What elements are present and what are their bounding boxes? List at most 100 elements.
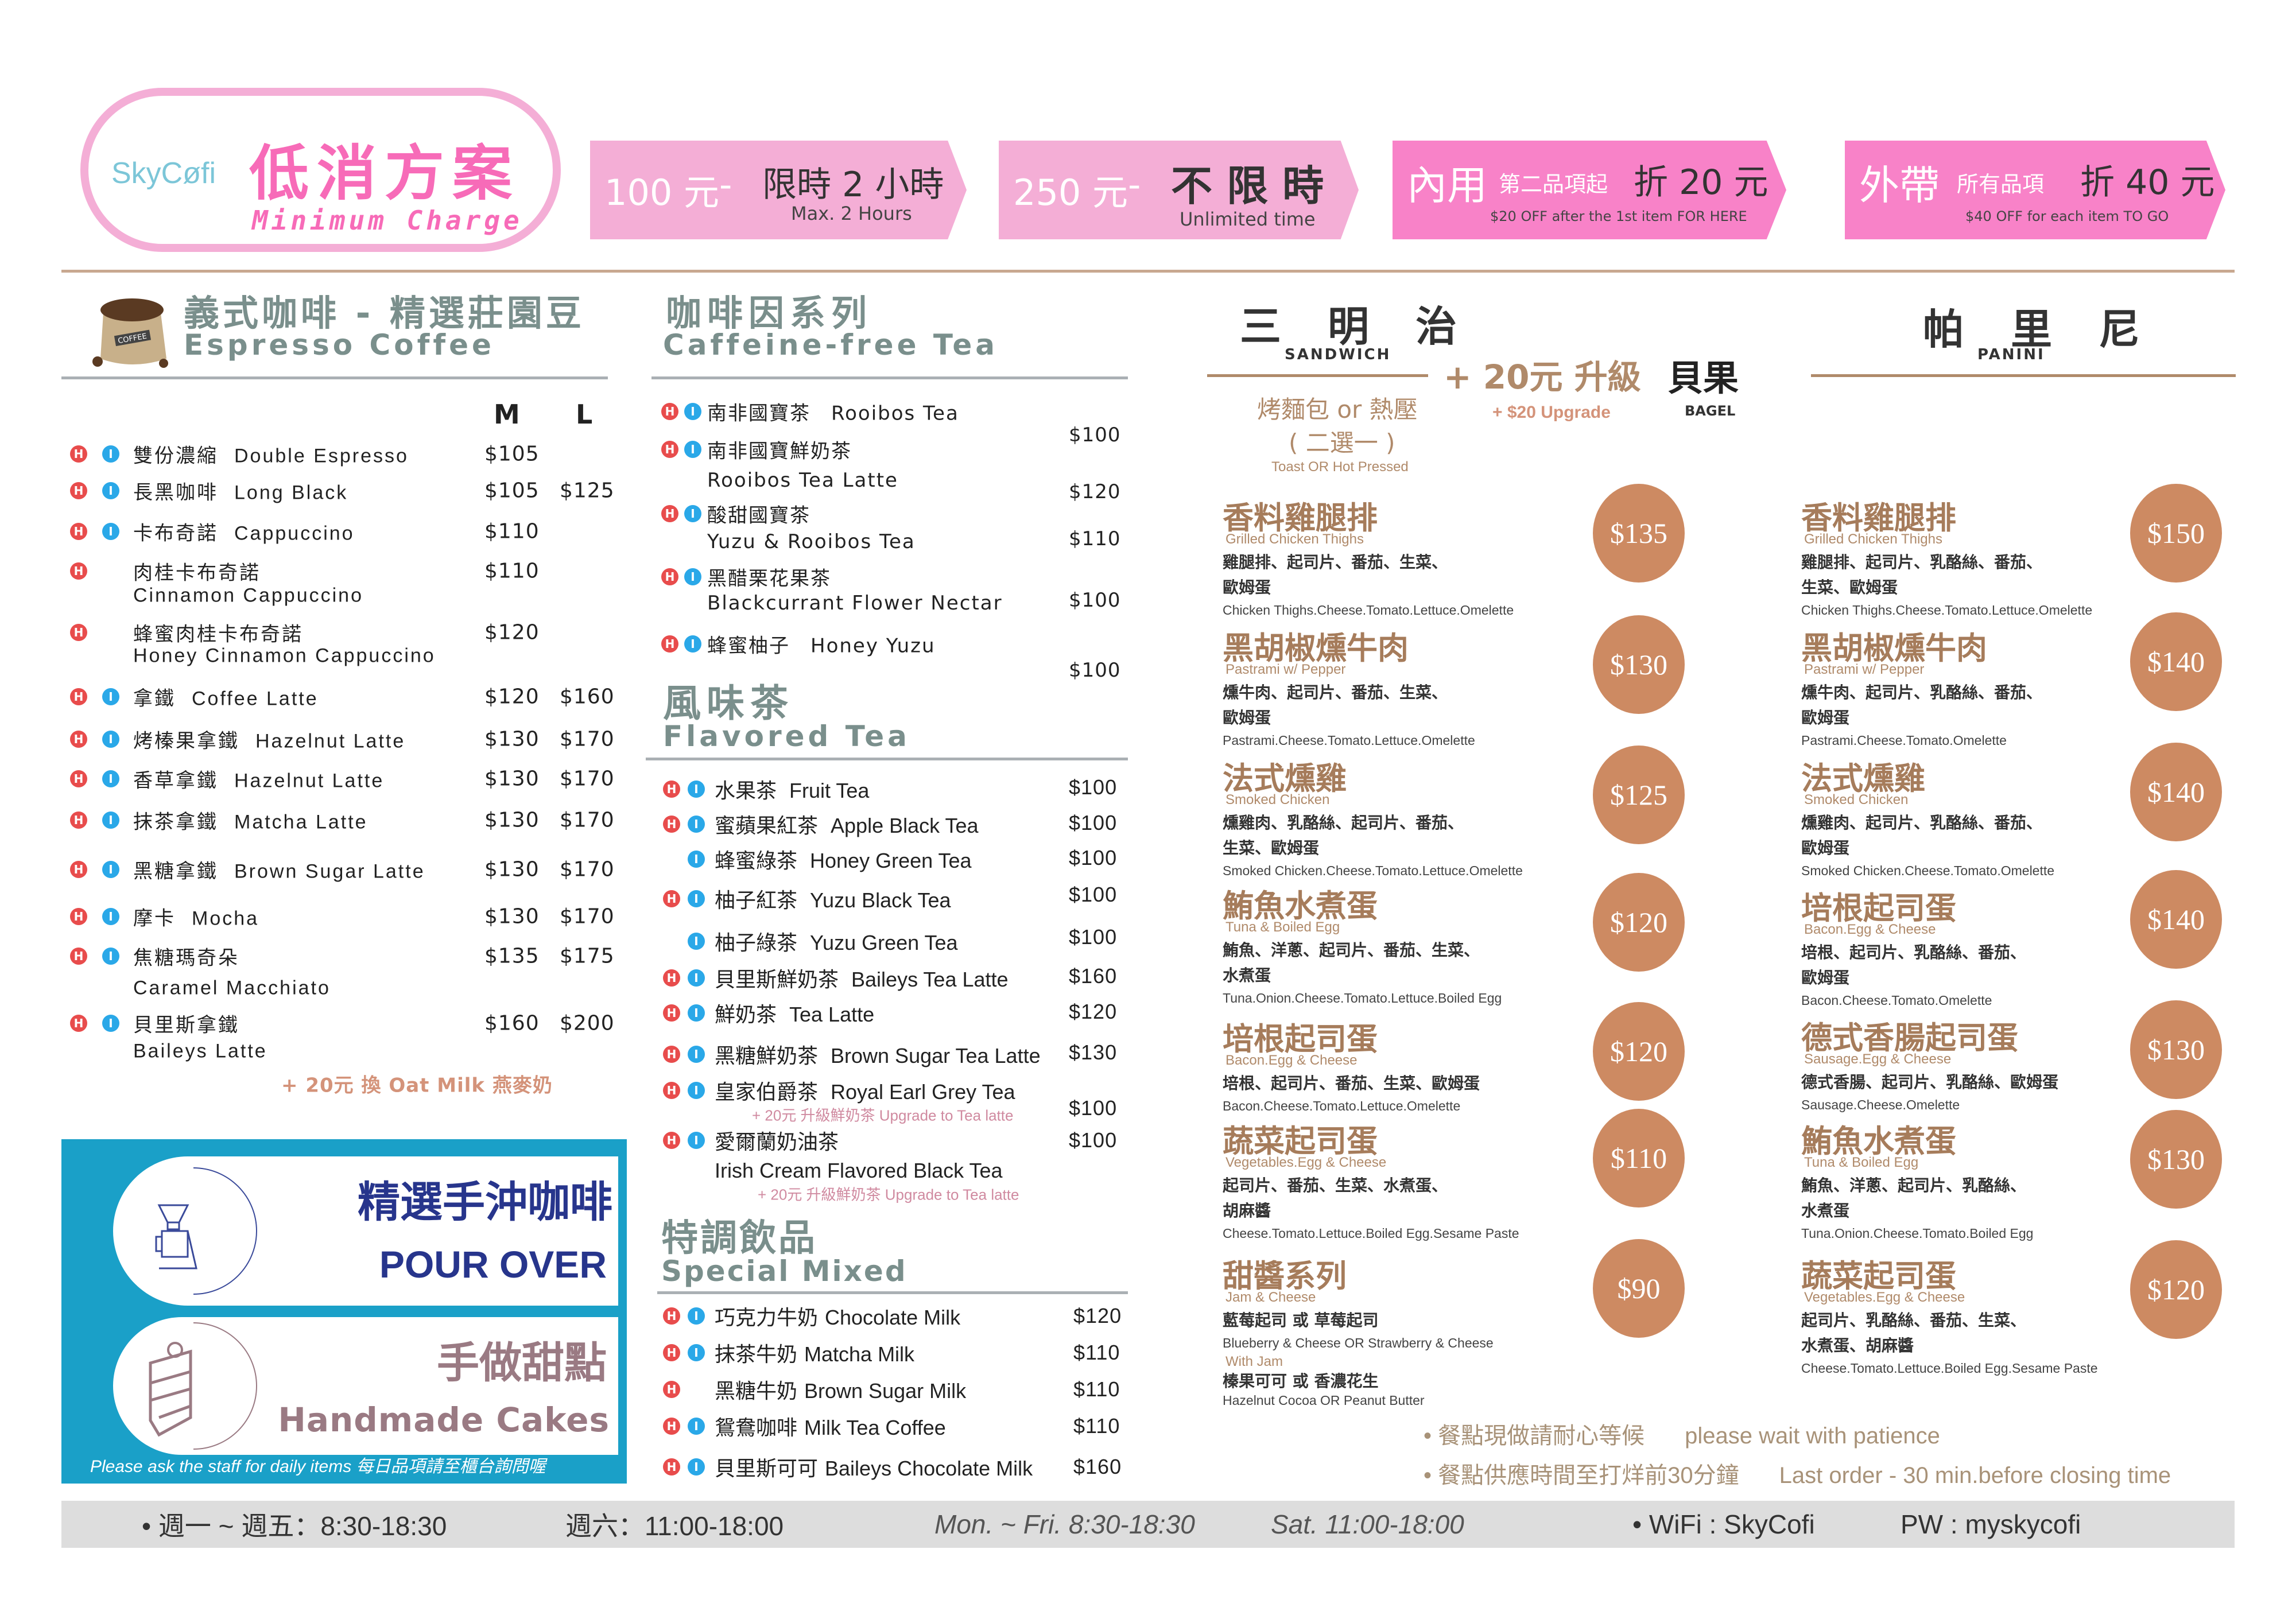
banner-main: 折 40 元	[2080, 162, 2215, 203]
hot-badge: H	[70, 770, 87, 787]
daily-items-note: Please ask the staff for daily items 每日品…	[90, 1457, 546, 1476]
item-name: 拿鐵 Coffee Latte	[133, 683, 319, 711]
wifi-name: • WiFi : SkyCofi	[1632, 1509, 1815, 1539]
item-name-zh: 南非國寶鮮奶茶	[707, 440, 852, 463]
item-name: 水果茶 Fruit Tea	[715, 774, 869, 804]
iced-badge: I	[688, 1458, 705, 1476]
item-name-zh: 黑糖牛奶	[715, 1379, 798, 1403]
item-name: 南非國寶茶 Rooibos Tea	[707, 398, 959, 426]
price-l: $170	[560, 808, 615, 832]
price-circle: $140	[2130, 870, 2222, 969]
oat-milk-note: + 20元 換 Oat Milk 燕麥奶	[281, 1074, 553, 1097]
item-name-en: Hazelnut Latte	[234, 770, 385, 792]
item-title-zh: 培根起司蛋	[1801, 890, 1956, 926]
item-title-zh: 甜醬系列	[1223, 1258, 1347, 1294]
hot-badge: H	[663, 781, 680, 798]
item-name-zh: 南非國寶茶	[707, 402, 810, 425]
item-name-zh: 黑糖鮮奶茶	[715, 1044, 819, 1067]
espresso-title-en: Espresso Coffee	[184, 328, 495, 362]
iced-badge: I	[102, 948, 119, 965]
item-name-zh: 肉桂卡布奇諾	[133, 562, 261, 584]
item-description-zh: 培根、起司片、番茄、生菜、歐姆蛋	[1223, 1074, 1480, 1093]
iced-badge: I	[688, 933, 705, 950]
price: $100	[1069, 846, 1118, 869]
iced-badge: I	[102, 908, 119, 925]
item-name-zh: 焦糖瑪奇朵	[133, 947, 239, 969]
item-name: 香草拿鐵 Hazelnut Latte	[133, 765, 384, 793]
item-name: 雙份濃縮 Double Espresso	[133, 440, 409, 468]
iced-badge: I	[102, 1015, 119, 1032]
banner-sep: -	[1128, 164, 1141, 205]
item-extra-desc: 榛果可可 或 香濃花生	[1223, 1372, 1379, 1391]
item-title-zh: 黑胡椒燻牛肉	[1801, 630, 1987, 666]
item-name-zh: 貝里斯鮮奶茶	[715, 968, 839, 991]
price-circle: $110	[1593, 1109, 1685, 1207]
item-name-en: Yuzu & Rooibos Tea	[707, 530, 916, 553]
cakes-title-en: Handmade Cakes	[278, 1400, 610, 1439]
price-banner: 100 元 - 限時 2 小時 Max. 2 Hours	[590, 141, 967, 239]
item-name-en: Caramel Macchiato	[133, 977, 331, 999]
service-note: • 餐點現做請耐心等候 please wait with patience	[1424, 1423, 1940, 1449]
caffeine-free-divider	[651, 376, 1128, 379]
item-name-en: Cinnamon Cappuccino	[133, 584, 363, 607]
bagel-upgrade-en: + $20 Upgrade	[1492, 403, 1611, 422]
item-ingredients-en: Tuna.Onion.Cheese.Tomato.Lettuce.Boiled …	[1223, 991, 1502, 1005]
price: $160	[1073, 1455, 1122, 1478]
cakes-title-zh: 手做甜點	[437, 1338, 607, 1388]
hours-weekday-en: Mon. ~ Fri. 8:30-18:30	[934, 1509, 1195, 1539]
bread-option-en: Toast OR Hot Pressed	[1271, 459, 1409, 475]
price-m: $130	[484, 727, 540, 751]
item-name: 柚子綠茶 Yuzu Green Tea	[715, 926, 958, 956]
espresso-divider	[61, 376, 608, 379]
item-name-zh: 卡布奇諾	[133, 522, 218, 545]
item-name-en: Tea Latte	[789, 1003, 875, 1026]
hot-badge: H	[661, 441, 678, 458]
iced-badge: I	[102, 445, 119, 463]
item-ingredients-en: Smoked Chicken.Cheese.Tomato.Lettuce.Ome…	[1223, 863, 1523, 878]
item-description-zh: 鮪魚、洋蔥、起司片、番茄、生菜、	[1223, 941, 1480, 960]
item-name-en: Baileys Latte	[133, 1040, 267, 1062]
item-ingredients-en: Bacon.Cheese.Tomato.Lettuce.Omelette	[1223, 1098, 1461, 1113]
item-name-en: Hazelnut Latte	[255, 730, 406, 752]
item-description-zh: 鮪魚、洋蔥、起司片、乳酪絲、	[1801, 1176, 2027, 1195]
item-extra-sub: With Jam	[1225, 1354, 1283, 1369]
item-name-en: Apple Black Tea	[831, 814, 979, 837]
hot-badge: H	[70, 861, 87, 878]
hot-badge: H	[663, 1132, 680, 1149]
pour-over-card: 精選手沖咖啡 POUR OVER	[113, 1156, 618, 1306]
item-title-zh: 蔬菜起司蛋	[1801, 1258, 1956, 1294]
item-name-en: Chocolate Milk	[825, 1306, 961, 1329]
item-name-zh: 蜜蘋果紅茶	[715, 814, 819, 837]
hot-badge: H	[661, 635, 678, 653]
item-description-zh: 燻牛肉、起司片、乳酪絲、番茄、	[1801, 683, 2043, 702]
hot-badge: H	[70, 908, 87, 925]
item-name-en: Blackcurrant Flower Nectar	[707, 592, 1003, 615]
pour-over-title-zh: 精選手沖咖啡	[358, 1178, 612, 1227]
item-title-en: Bacon.Egg & Cheese	[1225, 1053, 1358, 1068]
price: $100	[1069, 775, 1118, 799]
bagel-upgrade-zh: + 20元 升級	[1444, 358, 1641, 397]
price-circle: $130	[2130, 1000, 2222, 1099]
hot-badge: H	[663, 1458, 680, 1476]
item-name-zh: 柚子綠茶	[715, 931, 798, 954]
hours-saturday-zh: 週六：11:00-18:00	[565, 1511, 784, 1541]
price-circle: $140	[2130, 612, 2222, 711]
price-circle: $140	[2130, 743, 2222, 841]
iced-badge: I	[102, 688, 119, 705]
item-title-en: Pastrami w/ Pepper	[1804, 662, 1925, 677]
item-name-en: Baileys Tea Latte	[851, 968, 1009, 991]
item-title-zh: 培根起司蛋	[1223, 1021, 1378, 1057]
size-m-header: M	[494, 399, 521, 430]
hot-badge: H	[70, 812, 87, 829]
item-name-zh: 黑醋栗花果茶	[707, 567, 831, 591]
price-circle: $150	[2130, 484, 2222, 583]
item-description-zh: 水煮蛋	[1801, 1201, 1850, 1220]
item-ingredients-en: Sausage.Cheese.Omelette	[1801, 1097, 1960, 1112]
sandwich-title-en: SANDWICH	[1285, 346, 1391, 363]
price-circle: $120	[2130, 1240, 2222, 1339]
price-banner: 內用 第二品項起 折 20 元 $20 OFF after the 1st item …	[1393, 141, 1786, 239]
item-description-zh: 歐姆蛋	[1223, 578, 1271, 597]
item-title-zh: 黑胡椒燻牛肉	[1223, 630, 1409, 666]
iced-badge: I	[688, 1418, 705, 1435]
iced-badge: I	[688, 851, 705, 868]
